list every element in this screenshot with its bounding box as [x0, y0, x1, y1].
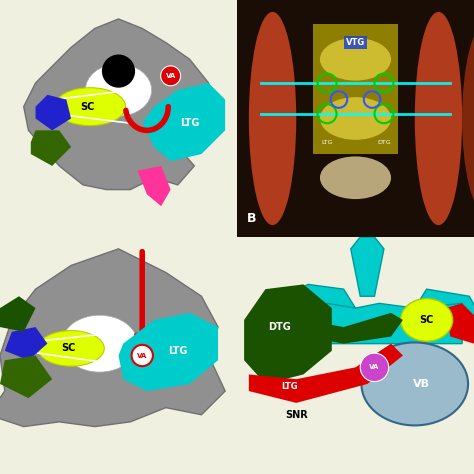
Ellipse shape: [320, 38, 391, 81]
Text: VA: VA: [165, 73, 176, 79]
Text: SC: SC: [419, 315, 434, 325]
Circle shape: [102, 55, 135, 88]
Polygon shape: [313, 24, 398, 154]
Polygon shape: [351, 237, 384, 296]
Ellipse shape: [62, 315, 137, 372]
Polygon shape: [137, 166, 171, 206]
Polygon shape: [327, 303, 462, 344]
Text: SNR: SNR: [285, 410, 308, 420]
Ellipse shape: [85, 64, 152, 116]
Polygon shape: [446, 303, 474, 344]
Polygon shape: [5, 327, 47, 360]
Ellipse shape: [320, 97, 391, 140]
Text: DTG: DTG: [268, 322, 291, 332]
Polygon shape: [237, 0, 474, 237]
Text: B: B: [246, 212, 256, 225]
Text: VTG: VTG: [346, 38, 365, 47]
Ellipse shape: [38, 331, 104, 366]
Polygon shape: [0, 249, 225, 427]
Polygon shape: [284, 284, 356, 327]
Polygon shape: [0, 356, 52, 398]
Circle shape: [360, 353, 389, 382]
Polygon shape: [142, 83, 225, 161]
Ellipse shape: [55, 88, 126, 126]
Text: LTG: LTG: [321, 140, 333, 145]
Text: LTG: LTG: [168, 346, 187, 356]
Polygon shape: [303, 313, 403, 344]
Ellipse shape: [415, 12, 462, 225]
Polygon shape: [36, 95, 71, 130]
Circle shape: [161, 66, 181, 86]
Ellipse shape: [462, 24, 474, 213]
Polygon shape: [415, 289, 474, 332]
Text: LTG: LTG: [281, 382, 298, 391]
Circle shape: [132, 345, 153, 366]
Text: VB: VB: [413, 379, 430, 389]
Text: SC: SC: [81, 101, 95, 112]
Text: VA: VA: [137, 353, 147, 358]
Ellipse shape: [320, 156, 391, 199]
Polygon shape: [249, 344, 403, 403]
Text: VA: VA: [369, 365, 380, 370]
Polygon shape: [118, 313, 218, 391]
Polygon shape: [31, 130, 71, 166]
Ellipse shape: [361, 342, 468, 426]
Ellipse shape: [249, 12, 296, 225]
Polygon shape: [0, 296, 36, 332]
Text: SC: SC: [62, 343, 76, 354]
Text: DTG: DTG: [377, 140, 391, 145]
Ellipse shape: [401, 299, 453, 341]
Polygon shape: [244, 284, 332, 384]
Text: LTG: LTG: [180, 118, 199, 128]
Polygon shape: [24, 19, 213, 190]
